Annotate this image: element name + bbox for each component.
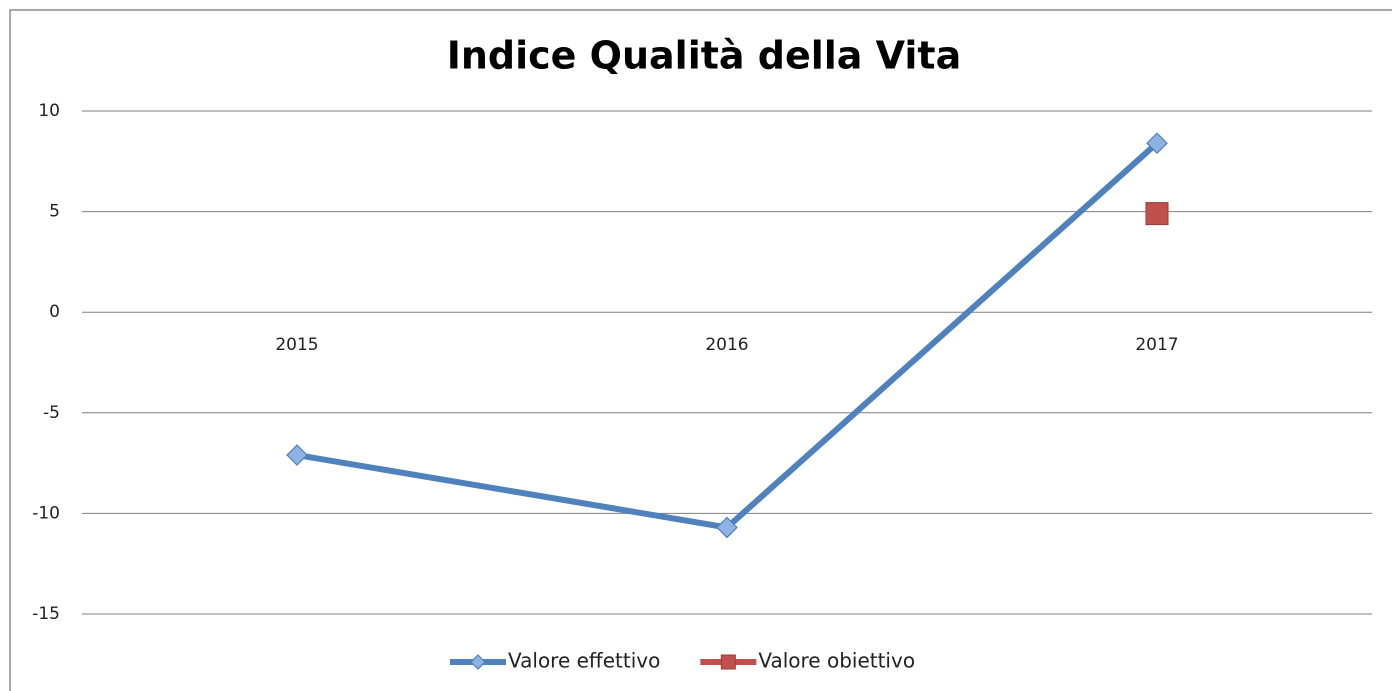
y-tick-label: -10 xyxy=(32,503,60,523)
y-tick-label: 0 xyxy=(49,302,60,322)
point-marker xyxy=(286,444,308,466)
legend-label: Valore effettivo xyxy=(508,649,660,673)
y-tick-label: 5 xyxy=(49,202,60,222)
y-tick-label: -5 xyxy=(43,403,60,423)
point-marker xyxy=(720,654,736,670)
y-tick-label: 10 xyxy=(38,101,60,121)
chart-frame xyxy=(9,9,1392,691)
x-tick-label: 2015 xyxy=(275,335,318,355)
point-marker xyxy=(470,654,486,670)
point-marker xyxy=(716,516,738,539)
legend-label: Valore obiettivo xyxy=(758,649,915,673)
chart-title: Indice Qualità della Vita xyxy=(447,34,962,78)
x-tick-label: 2017 xyxy=(1135,335,1178,355)
x-tick-label: 2016 xyxy=(705,335,748,355)
y-tick-label: -15 xyxy=(32,604,60,624)
point-marker xyxy=(1145,202,1169,226)
point-marker xyxy=(1146,132,1168,155)
